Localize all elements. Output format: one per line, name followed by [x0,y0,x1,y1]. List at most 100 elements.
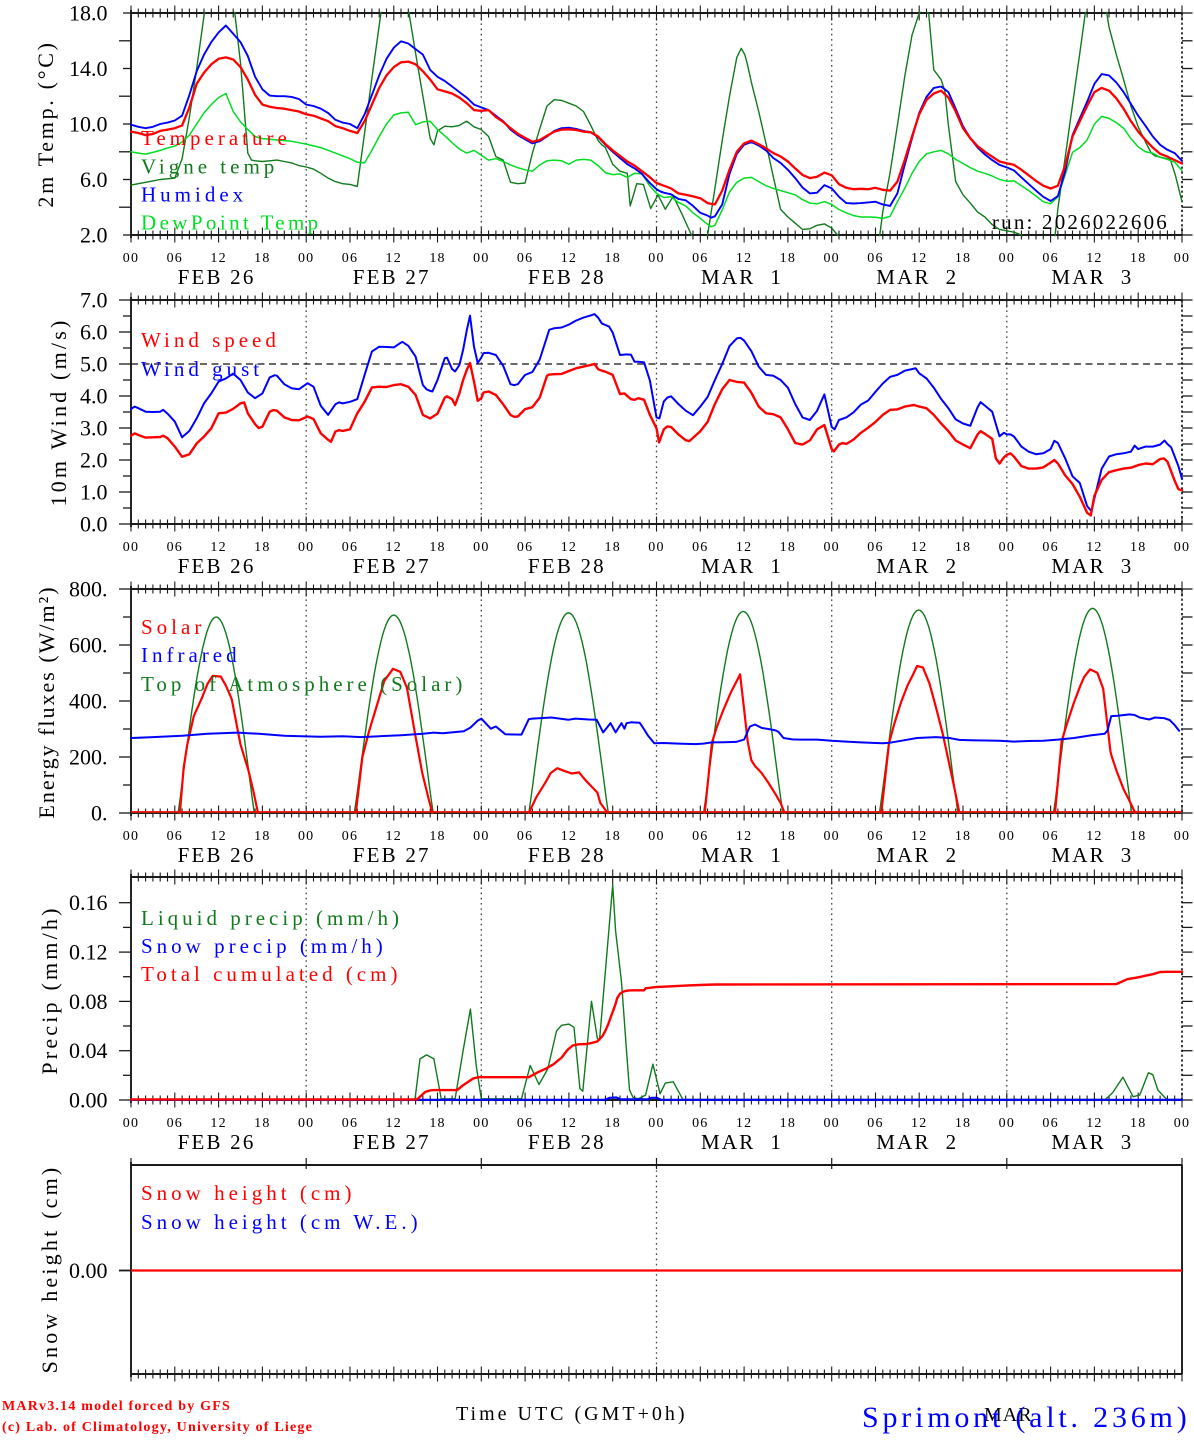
svg-text:200.: 200. [69,745,108,770]
svg-text:12: 12 [210,251,226,266]
svg-text:06: 06 [342,1116,358,1131]
svg-text:12: 12 [386,1116,402,1131]
svg-text:6.0: 6.0 [80,167,108,192]
svg-text:4.0: 4.0 [80,384,108,409]
svg-text:0.00: 0.00 [69,1088,108,1113]
svg-text:00: 00 [1174,540,1190,555]
svg-text:00: 00 [999,540,1015,555]
svg-text:00: 00 [298,251,314,266]
svg-text:12: 12 [1086,1116,1102,1131]
svg-text:2.0: 2.0 [80,448,108,473]
svg-text:12: 12 [386,251,402,266]
svg-text:06: 06 [342,829,358,844]
svg-text:18: 18 [955,251,971,266]
svg-text:06: 06 [867,1116,883,1131]
svg-text:18: 18 [780,1116,796,1131]
svg-text:06: 06 [517,1116,533,1131]
svg-text:12: 12 [736,829,752,844]
svg-text:06: 06 [692,540,708,555]
svg-text:06: 06 [692,829,708,844]
svg-text:06: 06 [167,1116,183,1131]
svg-text:18: 18 [955,1116,971,1131]
svg-text:18: 18 [429,1116,445,1131]
svg-text:00: 00 [823,829,839,844]
svg-text:00: 00 [473,829,489,844]
svg-text:12: 12 [210,540,226,555]
svg-text:06: 06 [517,540,533,555]
svg-text:00: 00 [473,251,489,266]
svg-text:Time UTC (GMT+0h): Time UTC (GMT+0h) [456,1403,688,1425]
svg-text:12: 12 [561,1116,577,1131]
svg-text:MARv3.14 model forced by GFS: MARv3.14 model forced by GFS [2,1399,231,1414]
svg-text:6.0: 6.0 [80,320,108,345]
svg-text:MAR 1: MAR 1 [701,1130,783,1154]
svg-text:10m Wind (m/s): 10m Wind (m/s) [46,318,71,507]
svg-text:06: 06 [167,829,183,844]
svg-text:06: 06 [867,829,883,844]
svg-text:06: 06 [692,1116,708,1131]
svg-text:18: 18 [254,1116,270,1131]
svg-text:Total cumulated (cm): Total cumulated (cm) [141,962,401,986]
svg-text:12: 12 [210,1116,226,1131]
svg-text:12: 12 [386,829,402,844]
svg-text:MAR 2: MAR 2 [876,843,958,867]
svg-text:00: 00 [648,829,664,844]
svg-text:FEB 28: FEB 28 [528,1130,606,1154]
svg-text:800.: 800. [69,577,108,602]
svg-text:Temperature: Temperature [141,126,291,150]
svg-text:00: 00 [123,251,139,266]
svg-text:Snow height (cm W.E.): Snow height (cm W.E.) [141,1210,422,1234]
svg-text:14.0: 14.0 [69,56,108,81]
svg-text:18: 18 [605,540,621,555]
svg-text:12: 12 [1086,540,1102,555]
svg-text:12: 12 [911,829,927,844]
svg-text:18: 18 [1130,251,1146,266]
svg-text:18: 18 [605,829,621,844]
svg-text:FEB 26: FEB 26 [178,265,256,289]
svg-text:FEB 28: FEB 28 [528,843,606,867]
svg-text:18.0: 18.0 [69,1,108,26]
svg-text:06: 06 [167,540,183,555]
svg-text:Humidex: Humidex [141,183,247,207]
svg-text:00: 00 [823,251,839,266]
svg-text:Wind speed: Wind speed [141,328,280,352]
svg-text:Solar: Solar [141,615,205,639]
svg-text:18: 18 [1130,540,1146,555]
svg-text:MAR 3: MAR 3 [1051,265,1133,289]
svg-text:18: 18 [254,540,270,555]
svg-text:MAR 1: MAR 1 [701,843,783,867]
svg-text:18: 18 [780,540,796,555]
svg-text:00: 00 [999,1116,1015,1131]
svg-text:00: 00 [1174,829,1190,844]
svg-text:Snow precip (mm/h): Snow precip (mm/h) [141,934,387,958]
svg-text:18: 18 [780,829,796,844]
svg-text:00: 00 [999,251,1015,266]
svg-text:06: 06 [867,540,883,555]
svg-text:Vigne temp: Vigne temp [141,155,278,179]
svg-text:DewPoint Temp: DewPoint Temp [141,211,322,235]
svg-text:00: 00 [123,829,139,844]
svg-text:MAR 2: MAR 2 [876,1130,958,1154]
svg-text:06: 06 [517,829,533,844]
svg-text:18: 18 [254,251,270,266]
svg-text:0.16: 0.16 [69,890,108,915]
svg-text:MAR 2: MAR 2 [876,554,958,578]
svg-text:18: 18 [1130,829,1146,844]
svg-text:00: 00 [648,251,664,266]
svg-text:12: 12 [210,829,226,844]
svg-text:00: 00 [999,829,1015,844]
svg-text:10.0: 10.0 [69,112,108,137]
svg-text:06: 06 [517,251,533,266]
svg-text:18: 18 [1130,1116,1146,1131]
svg-text:FEB 28: FEB 28 [528,265,606,289]
svg-text:18: 18 [955,540,971,555]
svg-text:18: 18 [429,251,445,266]
svg-text:00: 00 [473,1116,489,1131]
svg-text:06: 06 [342,251,358,266]
svg-text:18: 18 [955,829,971,844]
svg-text:MAR 2: MAR 2 [876,265,958,289]
svg-text:12: 12 [386,540,402,555]
svg-text:06: 06 [1042,540,1058,555]
svg-text:Liquid precip (mm/h): Liquid precip (mm/h) [141,906,403,930]
svg-text:MAR 3: MAR 3 [1051,554,1133,578]
